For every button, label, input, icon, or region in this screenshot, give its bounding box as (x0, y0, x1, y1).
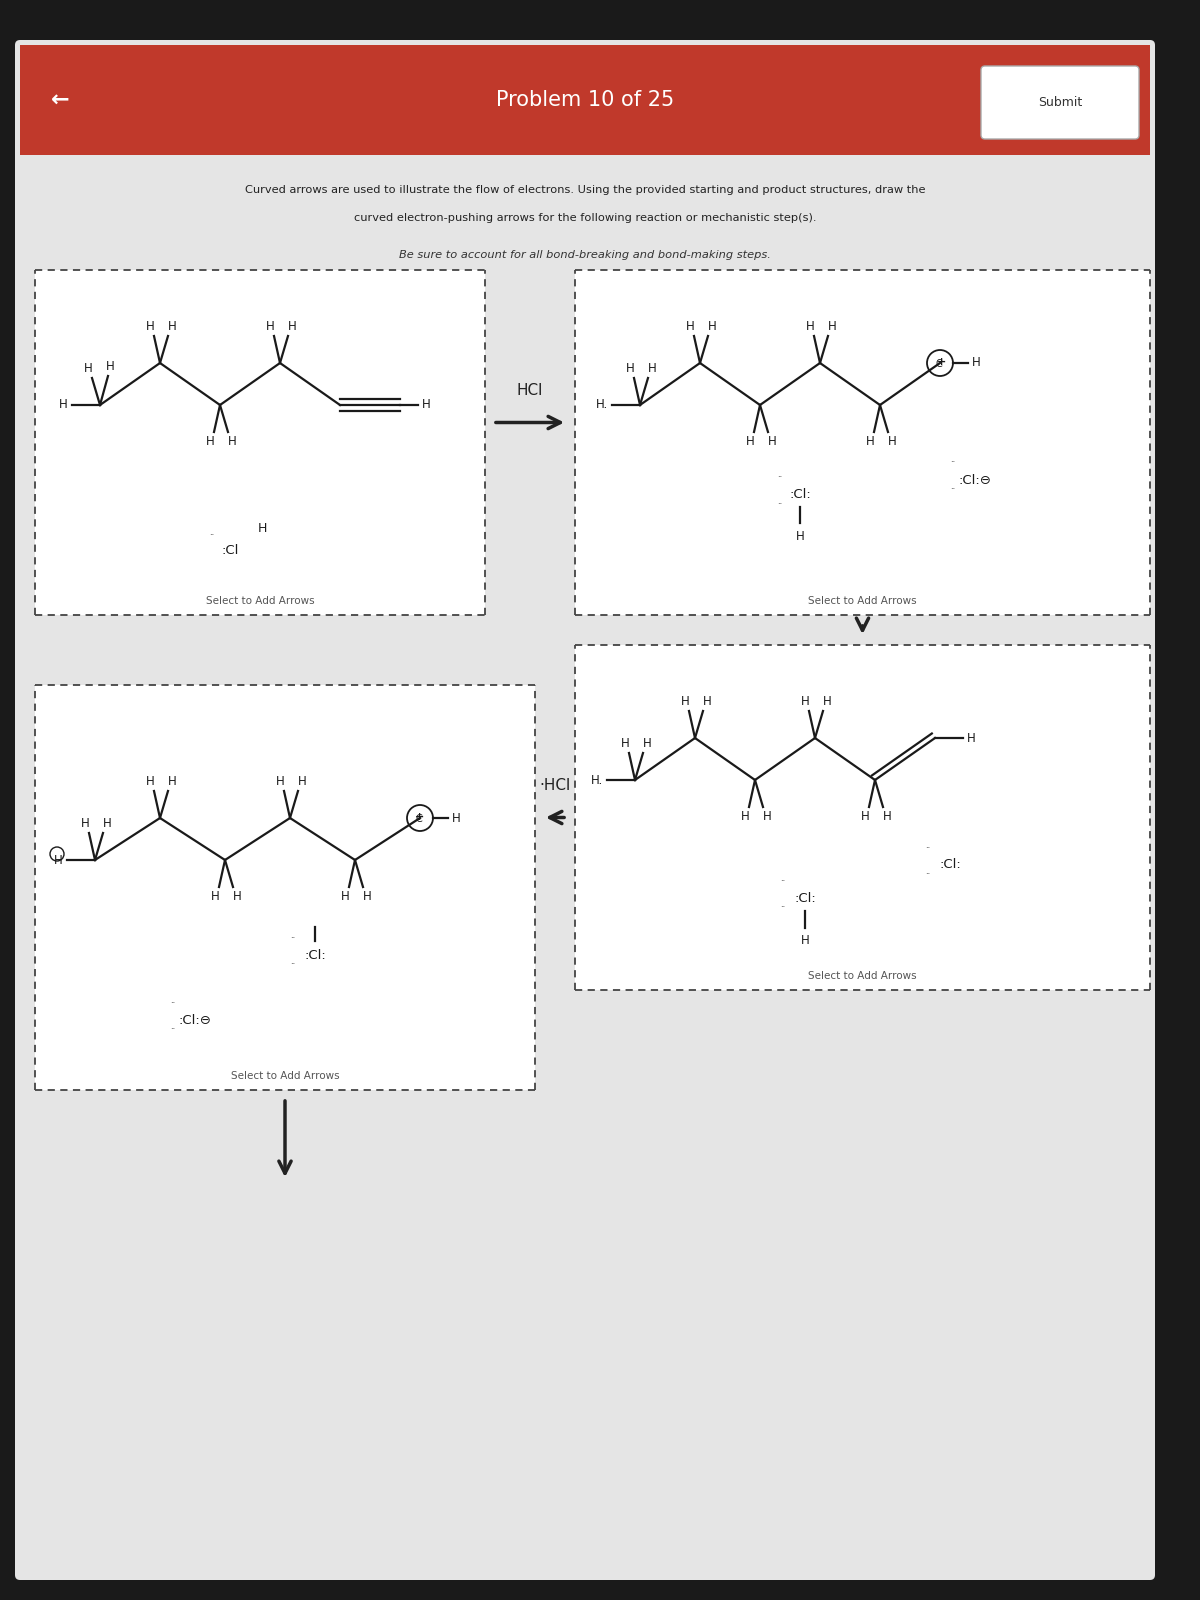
Text: H: H (967, 731, 976, 744)
Text: H: H (708, 320, 716, 333)
Text: HCl: HCl (517, 382, 544, 398)
Text: ··: ·· (290, 960, 295, 970)
Text: H: H (823, 694, 832, 707)
Text: Select to Add Arrows: Select to Add Arrows (205, 595, 314, 606)
Text: H: H (625, 362, 635, 374)
Text: H.: H. (590, 773, 602, 787)
Text: H: H (883, 810, 892, 822)
Text: +: + (936, 357, 946, 366)
Text: H: H (800, 694, 809, 707)
Text: H: H (84, 362, 92, 374)
Text: H: H (745, 435, 755, 448)
Text: H: H (106, 360, 114, 373)
Text: ··: ·· (290, 934, 295, 942)
Text: H: H (860, 810, 869, 822)
Text: H: H (145, 774, 155, 787)
Text: H.: H. (595, 398, 608, 411)
Text: Submit: Submit (1038, 96, 1082, 109)
Text: ··: ·· (778, 499, 782, 509)
Text: H: H (685, 320, 695, 333)
Text: C: C (415, 814, 422, 824)
Text: Be sure to account for all bond-breaking and bond-making steps.: Be sure to account for all bond-breaking… (400, 250, 770, 259)
Text: H: H (796, 530, 804, 542)
Text: :Cl:⊖: :Cl:⊖ (179, 1013, 211, 1027)
Text: H: H (168, 320, 176, 333)
Text: Curved arrows are used to illustrate the flow of electrons. Using the provided s: Curved arrows are used to illustrate the… (245, 186, 925, 195)
Text: ··: ·· (209, 531, 215, 541)
FancyBboxPatch shape (982, 66, 1139, 139)
Text: H: H (972, 357, 980, 370)
Text: :Cl:: :Cl: (304, 949, 326, 962)
Text: H: H (211, 890, 220, 902)
Text: Problem 10 of 25: Problem 10 of 25 (496, 90, 674, 110)
Text: ··: ·· (170, 998, 175, 1008)
Text: H: H (257, 522, 266, 534)
Text: H: H (703, 694, 712, 707)
Text: :Cl:: :Cl: (790, 488, 811, 501)
Text: H: H (168, 774, 176, 787)
Text: ··: ·· (925, 870, 931, 878)
Text: :Cl:: :Cl: (940, 859, 961, 872)
Text: H: H (54, 853, 62, 867)
Text: H: H (205, 435, 215, 448)
Text: H: H (452, 811, 461, 824)
Text: Select to Add Arrows: Select to Add Arrows (230, 1070, 340, 1082)
Text: H: H (145, 320, 155, 333)
Text: H: H (276, 774, 284, 787)
Text: H: H (648, 362, 656, 374)
Text: H: H (362, 890, 371, 902)
Text: Select to Add Arrows: Select to Add Arrows (808, 595, 917, 606)
Text: H: H (228, 435, 236, 448)
Text: H: H (59, 398, 68, 411)
Text: ··: ·· (950, 458, 955, 467)
Text: ·HCl: ·HCl (539, 778, 571, 794)
Text: ··: ·· (925, 845, 931, 853)
Text: H: H (768, 435, 776, 448)
Text: H: H (80, 818, 89, 830)
Text: H: H (341, 890, 349, 902)
Text: H: H (103, 818, 112, 830)
Bar (35, 270, 485, 614)
Text: H: H (233, 890, 241, 902)
Text: H: H (865, 435, 875, 448)
Text: ←: ← (50, 90, 70, 110)
Bar (575, 645, 1150, 990)
Text: :Cl: :Cl (221, 544, 239, 557)
Text: :Cl:: :Cl: (794, 891, 816, 904)
Text: H: H (763, 810, 772, 822)
Text: curved electron-pushing arrows for the following reaction or mechanistic step(s): curved electron-pushing arrows for the f… (354, 213, 816, 222)
Text: H: H (620, 738, 629, 750)
Text: H: H (680, 694, 689, 707)
Text: H: H (805, 320, 815, 333)
Text: ··: ·· (778, 474, 782, 482)
Text: ··: ·· (950, 485, 955, 494)
Bar (575, 270, 1150, 614)
Text: H: H (265, 320, 275, 333)
Bar (20, 45, 1150, 155)
Text: H: H (298, 774, 306, 787)
Text: +: + (415, 813, 425, 822)
Text: :Cl:⊖: :Cl:⊖ (959, 474, 991, 486)
Text: H: H (422, 398, 431, 411)
Bar (35, 685, 535, 1090)
Text: ··: ·· (780, 902, 786, 912)
FancyBboxPatch shape (16, 40, 1154, 1581)
Text: H: H (740, 810, 749, 822)
Text: ··: ·· (170, 1026, 175, 1034)
Text: H: H (800, 934, 809, 947)
Text: C: C (936, 358, 942, 370)
Text: H: H (888, 435, 896, 448)
Text: H: H (643, 738, 652, 750)
Text: Select to Add Arrows: Select to Add Arrows (808, 971, 917, 981)
Text: H: H (828, 320, 836, 333)
Text: H: H (288, 320, 296, 333)
Text: ··: ·· (780, 877, 786, 886)
